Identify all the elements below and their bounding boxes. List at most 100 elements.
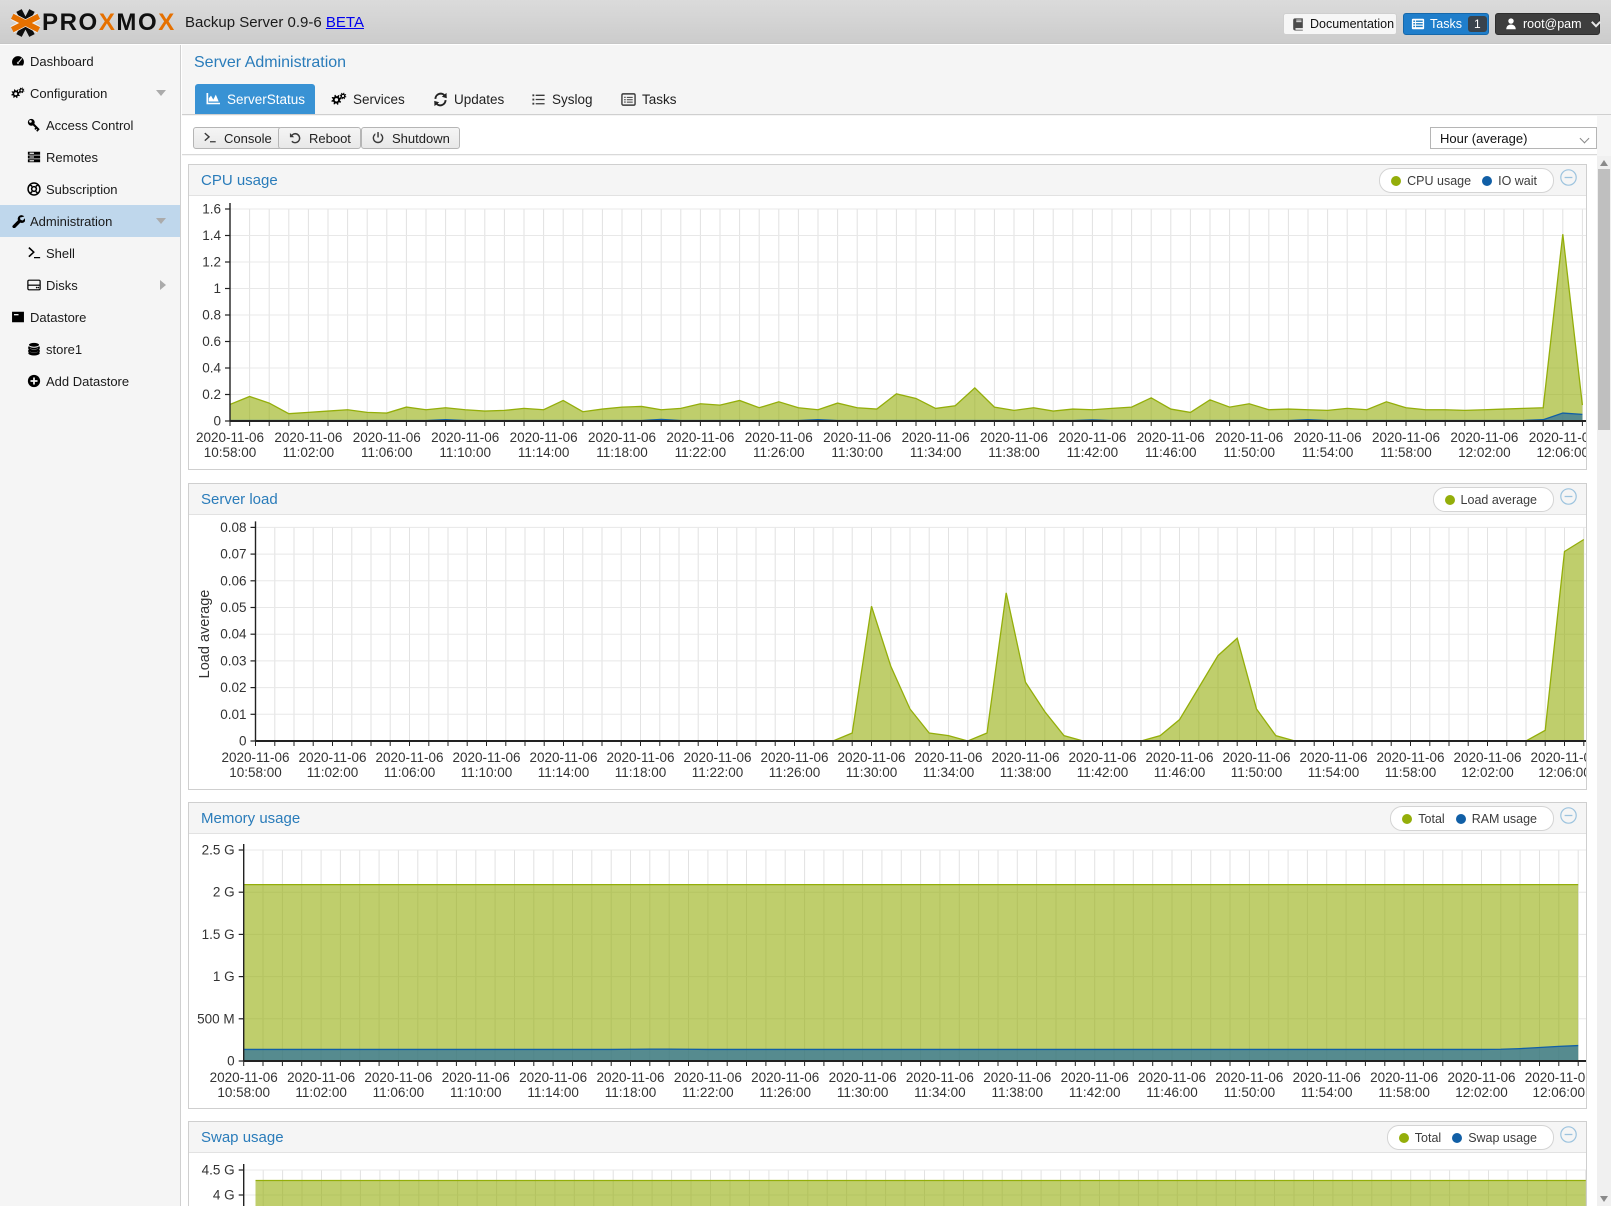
svg-text:2020-11-06: 2020-11-06 [1294,430,1362,445]
svg-text:2020-11-06: 2020-11-06 [596,1070,664,1085]
svg-text:11:02:00: 11:02:00 [307,765,359,780]
svg-text:11:10:00: 11:10:00 [439,445,491,460]
svg-text:11:10:00: 11:10:00 [450,1085,502,1100]
svg-text:12:06:00: 12:06:00 [1538,765,1586,780]
svg-text:2020-11-06: 2020-11-06 [1372,430,1440,445]
svg-text:2020-11-06: 2020-11-06 [452,750,520,765]
svg-text:11:50:00: 11:50:00 [1223,445,1275,460]
svg-text:2020-11-06: 2020-11-06 [1293,1070,1361,1085]
svg-text:11:22:00: 11:22:00 [692,765,744,780]
svg-text:11:18:00: 11:18:00 [596,445,648,460]
svg-text:2020-11-06: 2020-11-06 [375,750,443,765]
svg-text:2020-11-06: 2020-11-06 [588,430,656,445]
svg-text:2020-11-06: 2020-11-06 [510,430,578,445]
svg-text:0.02: 0.02 [220,680,246,695]
svg-text:12:06:00: 12:06:00 [1537,445,1586,460]
svg-text:2020-11-06: 2020-11-06 [1058,430,1126,445]
svg-text:1.5 G: 1.5 G [202,927,235,942]
svg-text:2020-11-06: 2020-11-06 [1530,750,1586,765]
svg-text:2020-11-06: 2020-11-06 [902,430,970,445]
svg-text:2020-11-06: 2020-11-06 [1222,750,1290,765]
svg-text:2020-11-06: 2020-11-06 [674,1070,742,1085]
svg-text:11:46:00: 11:46:00 [1154,765,1206,780]
svg-text:11:54:00: 11:54:00 [1301,1085,1353,1100]
svg-text:11:10:00: 11:10:00 [461,765,513,780]
svg-text:11:38:00: 11:38:00 [992,1085,1044,1100]
svg-text:0.4: 0.4 [202,361,221,376]
svg-text:11:14:00: 11:14:00 [527,1085,579,1100]
svg-text:11:50:00: 11:50:00 [1231,765,1283,780]
svg-text:2020-11-06: 2020-11-06 [1370,1070,1438,1085]
svg-text:11:54:00: 11:54:00 [1302,445,1354,460]
svg-text:10:58:00: 10:58:00 [204,445,257,460]
svg-text:11:02:00: 11:02:00 [283,445,335,460]
svg-text:2020-11-06: 2020-11-06 [442,1070,510,1085]
svg-text:11:02:00: 11:02:00 [295,1085,347,1100]
svg-text:0.6: 0.6 [202,334,221,349]
svg-text:2020-11-06: 2020-11-06 [287,1070,355,1085]
svg-text:11:26:00: 11:26:00 [753,445,805,460]
svg-text:2 G: 2 G [213,885,235,900]
svg-text:11:50:00: 11:50:00 [1224,1085,1276,1100]
svg-text:11:22:00: 11:22:00 [675,445,727,460]
svg-text:11:58:00: 11:58:00 [1380,445,1432,460]
svg-text:11:42:00: 11:42:00 [1069,1085,1121,1100]
svg-text:2020-11-06: 2020-11-06 [906,1070,974,1085]
svg-text:11:46:00: 11:46:00 [1145,445,1197,460]
svg-text:1.2: 1.2 [202,255,221,270]
svg-text:0.8: 0.8 [202,308,221,323]
svg-text:4.5 G: 4.5 G [202,1163,235,1178]
svg-text:11:34:00: 11:34:00 [923,765,975,780]
svg-text:2020-11-06: 2020-11-06 [1215,1070,1283,1085]
svg-text:11:34:00: 11:34:00 [914,1085,966,1100]
svg-text:2020-11-06: 2020-11-06 [364,1070,432,1085]
svg-text:11:26:00: 11:26:00 [759,1085,811,1100]
svg-text:11:14:00: 11:14:00 [538,765,590,780]
svg-text:2020-11-06: 2020-11-06 [1529,430,1586,445]
svg-text:2020-11-06: 2020-11-06 [210,1070,278,1085]
svg-text:2020-11-06: 2020-11-06 [683,750,751,765]
svg-text:10:58:00: 10:58:00 [229,765,282,780]
svg-text:11:58:00: 11:58:00 [1378,1085,1430,1100]
svg-text:11:46:00: 11:46:00 [1146,1085,1198,1100]
svg-text:2020-11-06: 2020-11-06 [1145,750,1213,765]
svg-text:2020-11-06: 2020-11-06 [991,750,1059,765]
svg-text:0.08: 0.08 [220,520,246,535]
svg-text:2020-11-06: 2020-11-06 [980,430,1048,445]
svg-text:0: 0 [213,414,221,429]
svg-text:2020-11-06: 2020-11-06 [221,750,289,765]
svg-text:2020-11-06: 2020-11-06 [353,430,421,445]
svg-text:2020-11-06: 2020-11-06 [196,430,264,445]
svg-text:500 M: 500 M [197,1011,235,1026]
svg-text:2020-11-06: 2020-11-06 [1525,1070,1586,1085]
svg-text:2020-11-06: 2020-11-06 [519,1070,587,1085]
svg-text:11:34:00: 11:34:00 [910,445,962,460]
svg-text:12:02:00: 12:02:00 [1458,445,1511,460]
svg-text:2020-11-06: 2020-11-06 [751,1070,819,1085]
svg-text:10:58:00: 10:58:00 [217,1085,270,1100]
svg-text:0.04: 0.04 [220,627,247,642]
svg-text:2020-11-06: 2020-11-06 [1450,430,1518,445]
svg-text:11:06:00: 11:06:00 [384,765,436,780]
svg-text:0.06: 0.06 [220,573,246,588]
svg-text:2020-11-06: 2020-11-06 [1138,1070,1206,1085]
svg-text:12:02:00: 12:02:00 [1461,765,1514,780]
svg-text:1: 1 [213,281,221,296]
svg-text:2020-11-06: 2020-11-06 [1061,1070,1129,1085]
svg-text:2020-11-06: 2020-11-06 [298,750,366,765]
svg-text:2020-11-06: 2020-11-06 [760,750,828,765]
svg-text:2020-11-06: 2020-11-06 [823,430,891,445]
svg-text:2020-11-06: 2020-11-06 [829,1070,897,1085]
svg-text:2020-11-06: 2020-11-06 [1068,750,1136,765]
svg-text:11:06:00: 11:06:00 [361,445,413,460]
svg-text:2020-11-06: 2020-11-06 [837,750,905,765]
svg-text:11:38:00: 11:38:00 [1000,765,1052,780]
svg-text:11:30:00: 11:30:00 [831,445,883,460]
svg-text:11:26:00: 11:26:00 [769,765,821,780]
svg-text:0.01: 0.01 [220,707,246,722]
svg-text:0: 0 [239,734,247,749]
svg-text:12:06:00: 12:06:00 [1533,1085,1586,1100]
svg-text:0.05: 0.05 [220,600,246,615]
svg-text:11:54:00: 11:54:00 [1308,765,1360,780]
svg-text:4 G: 4 G [213,1188,235,1203]
